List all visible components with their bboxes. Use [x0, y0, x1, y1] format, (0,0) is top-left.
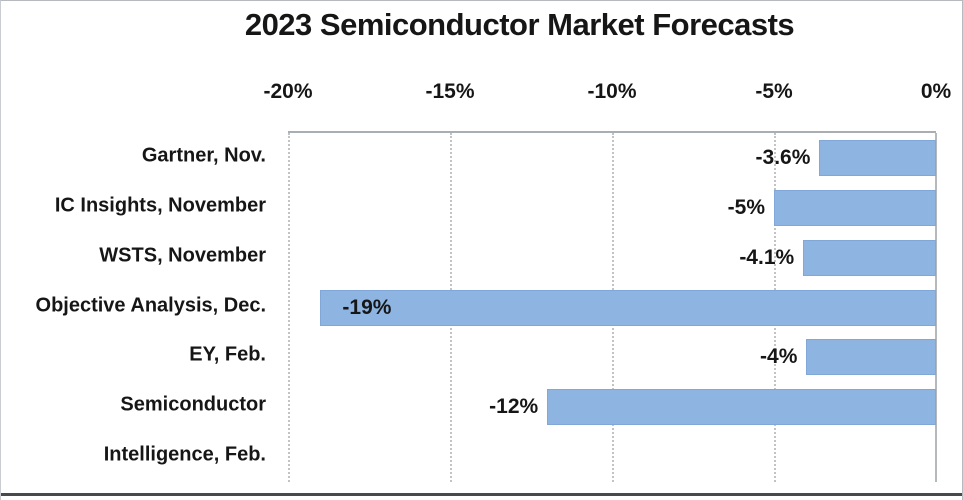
bar — [774, 189, 936, 226]
x-tick-label: -10% — [587, 80, 637, 103]
category-label: EY, Feb. — [189, 343, 266, 366]
category-label: Objective Analysis, Dec. — [35, 294, 266, 316]
bar — [320, 289, 936, 326]
category-label: WSTS, November — [99, 244, 266, 267]
data-label: -4.1% — [739, 245, 795, 269]
category-label: Semiconductor — [120, 393, 266, 416]
bar — [547, 389, 936, 426]
zero-axis-line — [935, 133, 937, 482]
bar — [806, 339, 936, 376]
data-label: -3.6% — [755, 145, 811, 169]
data-label: -4% — [760, 345, 798, 369]
frame-bottom-border — [1, 493, 962, 496]
plot-area: -3.6% -5% -4.1% -19% -4% -12% — [288, 131, 937, 482]
x-tick-label: -20% — [263, 80, 313, 103]
category-label: Intelligence, Feb. — [103, 443, 266, 466]
bar — [803, 239, 936, 276]
data-label: -19% — [342, 295, 392, 319]
category-label: IC Insights, November — [54, 194, 266, 217]
data-label: -12% — [489, 395, 539, 419]
x-tick-label: 0% — [920, 80, 952, 103]
x-tick-label: -5% — [755, 80, 793, 103]
category-label: Gartner, Nov. — [141, 144, 266, 167]
x-tick-label: -15% — [425, 80, 475, 103]
bar — [819, 139, 936, 176]
chart-title: 2023 Semiconductor Market Forecasts — [244, 7, 795, 42]
gridline — [288, 133, 290, 482]
data-label: -5% — [727, 195, 765, 219]
